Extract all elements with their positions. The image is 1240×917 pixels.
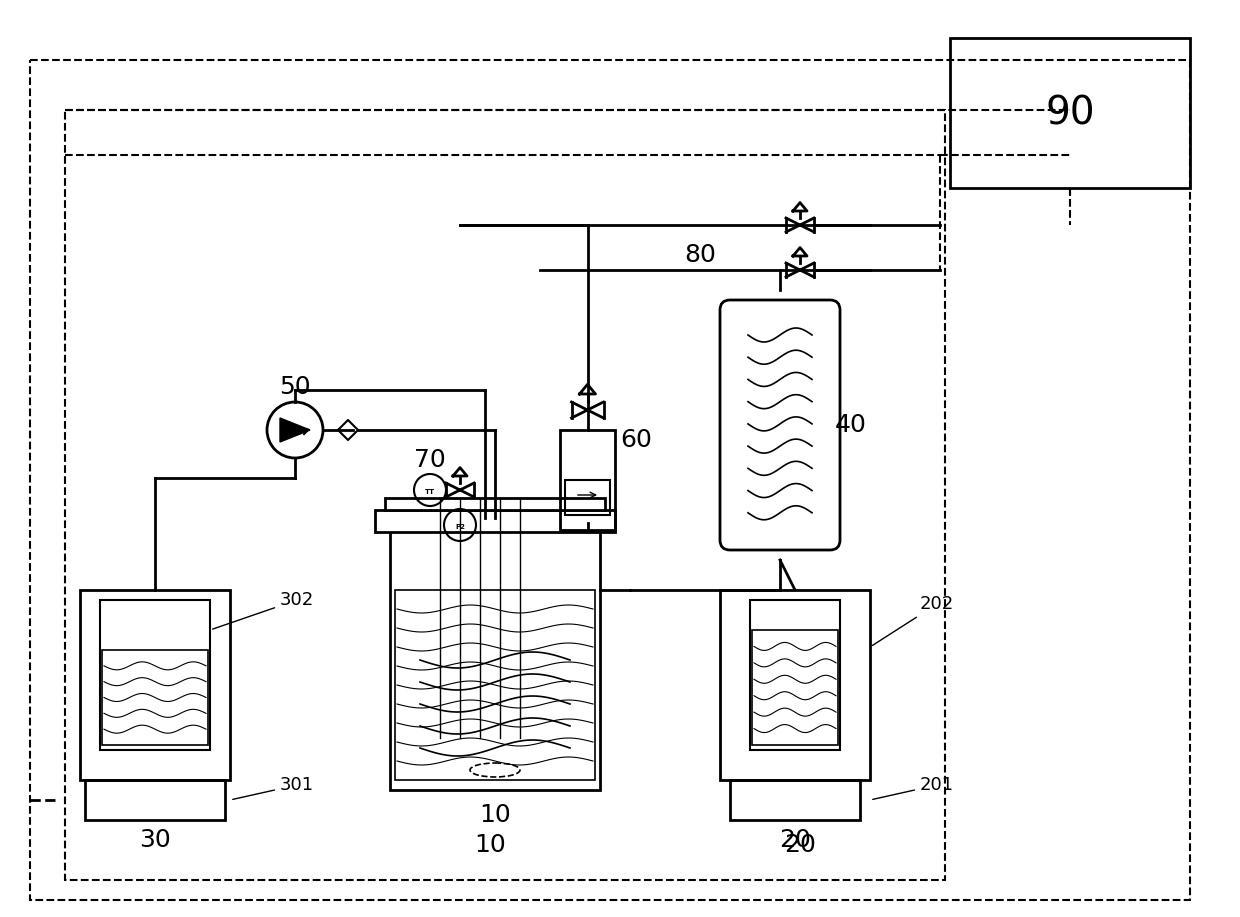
Bar	[565, 480, 610, 515]
Text: 40: 40	[835, 413, 867, 437]
Text: 302: 302	[212, 591, 314, 629]
Bar	[730, 780, 861, 820]
Bar	[391, 530, 600, 790]
Text: TT: TT	[425, 489, 435, 495]
Bar	[100, 600, 210, 750]
Text: 10: 10	[479, 803, 511, 827]
Text: 60: 60	[620, 428, 652, 452]
Bar	[720, 590, 870, 780]
Bar	[384, 498, 605, 510]
Text: 70: 70	[414, 448, 446, 472]
Text: 202: 202	[872, 595, 955, 646]
Text: 10: 10	[474, 833, 506, 857]
Text: 50: 50	[279, 375, 311, 399]
Text: 90: 90	[1045, 94, 1095, 132]
Bar	[950, 38, 1190, 188]
Bar	[560, 430, 615, 530]
Text: P2: P2	[455, 524, 465, 530]
Bar	[751, 630, 838, 745]
Bar	[86, 780, 224, 820]
Bar	[750, 600, 839, 750]
Text: 20: 20	[779, 828, 811, 852]
Bar	[81, 590, 229, 780]
Bar	[374, 510, 615, 532]
Text: 201: 201	[873, 776, 954, 800]
Text: 30: 30	[139, 828, 171, 852]
Text: 20: 20	[784, 833, 816, 857]
Bar	[102, 650, 208, 745]
Bar	[64, 110, 945, 880]
Text: 301: 301	[233, 776, 314, 800]
Text: 80: 80	[684, 243, 715, 267]
Polygon shape	[280, 418, 310, 442]
Bar	[396, 590, 595, 780]
